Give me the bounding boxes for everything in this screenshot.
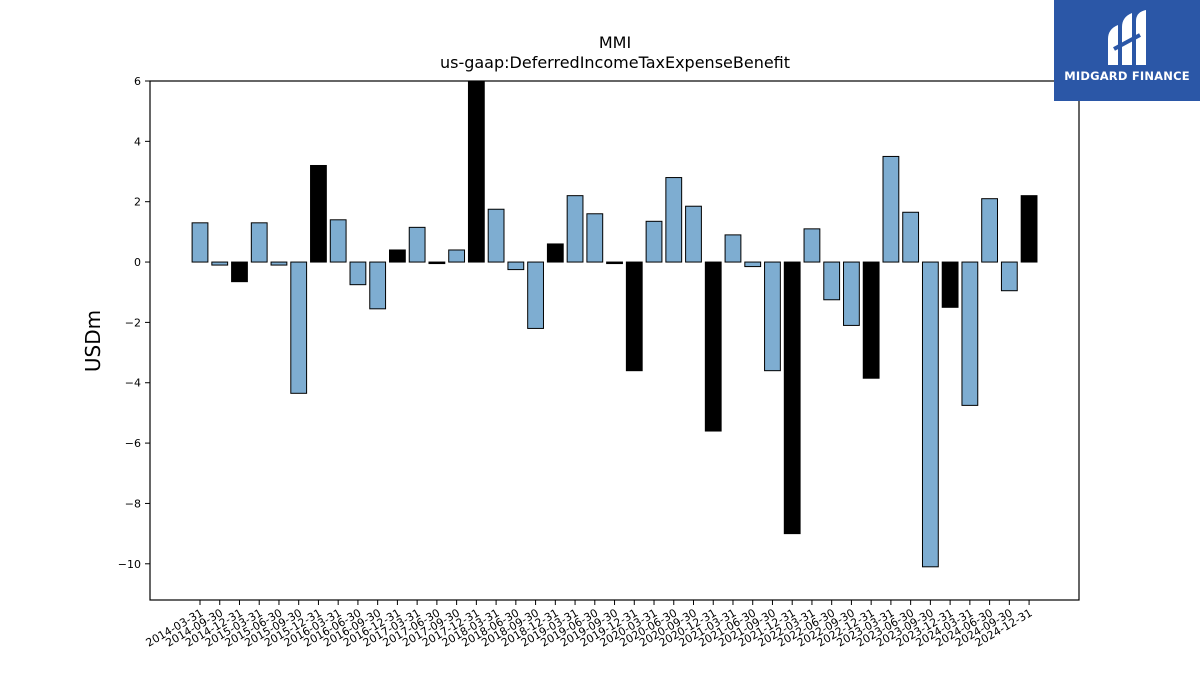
bar-2015-12-31 bbox=[310, 164, 327, 263]
bar-2021-06-30 bbox=[744, 261, 762, 268]
y-tick-label: 6 bbox=[134, 75, 141, 88]
chart-subtitle: us-gaap:DeferredIncomeTaxExpenseBenefit bbox=[440, 53, 790, 72]
y-tick-label: 4 bbox=[134, 135, 141, 148]
y-tick-label: 2 bbox=[134, 196, 141, 209]
y-tick-label: −10 bbox=[118, 558, 141, 571]
bar-2021-03-31 bbox=[724, 234, 742, 263]
bar-2016-09-30 bbox=[369, 261, 387, 310]
bar-2024-12-31 bbox=[1020, 195, 1038, 263]
bar-2023-03-31 bbox=[882, 155, 900, 263]
bar-2024-09-30 bbox=[1000, 261, 1018, 292]
bar-2016-06-30 bbox=[349, 261, 367, 286]
bar-2021-09-30 bbox=[764, 261, 781, 372]
bar-2014-12-31 bbox=[231, 261, 248, 283]
bar-2018-09-30 bbox=[527, 261, 544, 329]
bar-2020-12-31 bbox=[704, 261, 722, 432]
bar-2016-03-31 bbox=[329, 219, 347, 263]
bar-2015-03-31 bbox=[250, 222, 268, 263]
bar-2020-03-31 bbox=[645, 220, 663, 263]
chart-title: MMI bbox=[599, 33, 631, 52]
bar-2024-06-30 bbox=[981, 198, 999, 263]
bar-2015-09-30 bbox=[290, 261, 308, 394]
logo-text: MIDGARD FINANCE bbox=[1064, 69, 1190, 83]
midgard-logo-icon bbox=[1108, 10, 1146, 65]
y-tick-label: −8 bbox=[125, 497, 141, 510]
bars-group bbox=[191, 80, 1038, 568]
y-axis: 6 4 2 0 −2 −4 −6 −8 −10 bbox=[118, 75, 150, 571]
bar-2019-03-31 bbox=[566, 195, 584, 263]
bar-2018-03-31 bbox=[487, 208, 505, 263]
y-tick-label: −4 bbox=[125, 377, 141, 390]
bar-2020-09-30 bbox=[685, 205, 702, 263]
bar-2017-06-30 bbox=[428, 261, 446, 265]
bar-2023-12-31 bbox=[941, 261, 959, 308]
bar-2022-03-31 bbox=[803, 228, 821, 263]
y-axis-label: USDm bbox=[81, 310, 105, 372]
y-tick-label: −2 bbox=[125, 316, 141, 329]
x-axis: 2014-03-312014-09-302014-12-312015-03-31… bbox=[144, 600, 1035, 650]
bar-2018-12-31 bbox=[546, 243, 564, 263]
bar-2021-12-31 bbox=[783, 261, 801, 535]
plot-frame bbox=[149, 80, 1080, 601]
bar-2014-09-30 bbox=[211, 261, 229, 266]
bar-2022-09-30 bbox=[843, 261, 860, 326]
bar-2018-06-30 bbox=[507, 261, 525, 271]
bar-2023-06-30 bbox=[902, 211, 920, 263]
bar-2019-09-30 bbox=[606, 261, 623, 265]
bar-2024-03-31 bbox=[961, 261, 979, 406]
bar-2019-12-31 bbox=[625, 261, 643, 372]
bar-2020-06-30 bbox=[665, 177, 683, 263]
bar-2017-03-31 bbox=[408, 226, 426, 263]
bar-2023-09-30 bbox=[921, 261, 939, 568]
bar-2019-06-30 bbox=[586, 213, 604, 263]
y-tick-label: 0 bbox=[134, 256, 141, 269]
brand-logo: MIDGARD FINANCE bbox=[1054, 0, 1200, 101]
bar-2017-12-31 bbox=[467, 80, 485, 263]
bar-2016-12-31 bbox=[389, 249, 406, 263]
bar-2015-06-30 bbox=[270, 261, 288, 266]
y-tick-label: −6 bbox=[125, 437, 141, 450]
bar-2014-03-31 bbox=[191, 222, 209, 263]
bar-2017-09-30 bbox=[448, 249, 466, 263]
bar-2022-06-30 bbox=[823, 261, 841, 301]
bar-2022-12-31 bbox=[862, 261, 880, 379]
